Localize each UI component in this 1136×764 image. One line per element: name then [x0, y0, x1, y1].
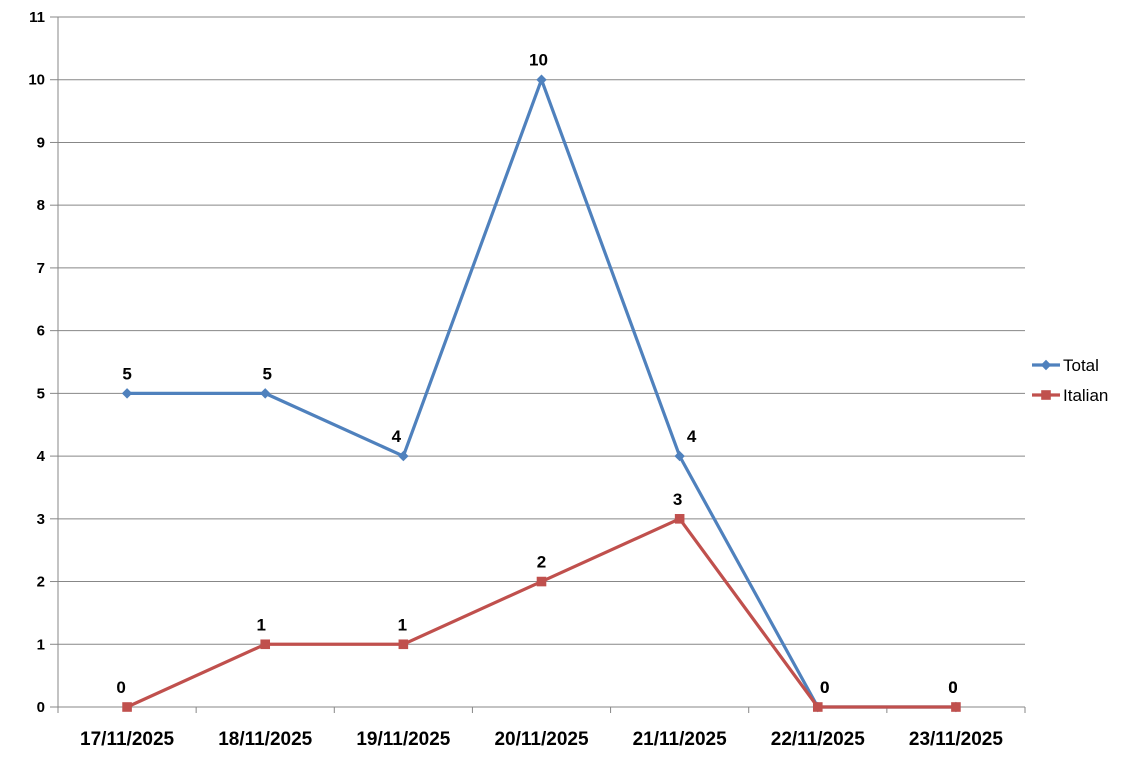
x-axis-label: 23/11/2025 — [909, 729, 1003, 750]
data-labels-italian: 0 1 1 2 3 0 0 — [116, 490, 957, 697]
marker-italian — [536, 576, 547, 587]
data-label: 0 — [948, 678, 957, 697]
marker-italian — [260, 639, 271, 650]
x-axis-label: 17/11/2025 — [80, 729, 174, 750]
y-axis-label: 0 — [37, 699, 45, 716]
y-axis-label: 9 — [37, 134, 45, 151]
y-axis-label: 7 — [37, 260, 45, 277]
y-axis-label: 4 — [37, 448, 46, 465]
data-label: 2 — [537, 553, 546, 572]
data-label: 4 — [687, 427, 697, 446]
axis-ticks — [50, 16, 1026, 713]
x-axis-labels: 17/11/2025 18/11/2025 19/11/2025 20/11/2025… — [80, 729, 1003, 750]
series-italian — [122, 514, 961, 712]
marker-total — [121, 388, 133, 399]
legend-label: Italian — [1063, 386, 1108, 405]
data-label: 0 — [116, 678, 125, 697]
gridlines — [58, 16, 1025, 645]
x-axis-label: 20/11/2025 — [494, 729, 588, 750]
marker-italian — [674, 514, 685, 524]
data-label: 1 — [256, 615, 265, 634]
y-axis-label: 8 — [37, 197, 45, 214]
marker-total — [260, 388, 271, 399]
data-label: 1 — [398, 615, 407, 634]
x-axis-label: 22/11/2025 — [771, 729, 865, 750]
data-labels-total: 5 5 4 10 4 0 0 — [122, 51, 957, 697]
y-axis-label: 5 — [37, 385, 45, 402]
legend-label: Total — [1063, 356, 1099, 375]
legend-item-total: Total — [1032, 356, 1099, 375]
x-axis-label: 18/11/2025 — [218, 729, 312, 750]
y-axis-label: 3 — [37, 511, 45, 528]
marker-italian — [398, 639, 409, 650]
y-axis-label: 6 — [37, 323, 45, 340]
data-label: 3 — [673, 490, 682, 509]
data-label: 10 — [529, 51, 548, 70]
marker-total — [536, 74, 547, 85]
legend-swatch-marker — [1041, 390, 1051, 400]
marker-total — [398, 450, 409, 462]
marker-italian — [122, 702, 132, 712]
data-label: 0 — [820, 678, 829, 697]
marker-total — [674, 450, 685, 462]
y-axis-label: 1 — [37, 636, 45, 653]
data-label: 4 — [392, 427, 402, 446]
data-label: 0 — [948, 678, 957, 697]
y-axis-label: 11 — [29, 9, 45, 26]
data-label: 5 — [262, 364, 271, 383]
x-axis-label: 21/11/2025 — [633, 729, 727, 750]
y-axis-label: 10 — [28, 72, 45, 89]
data-label: 0 — [820, 678, 829, 697]
legend-swatch-marker — [1040, 359, 1052, 371]
x-axis-label: 19/11/2025 — [356, 729, 450, 750]
marker-italian — [812, 702, 823, 712]
marker-italian — [951, 702, 961, 712]
y-axis-labels: 0 1 2 3 4 5 6 7 8 9 10 11 — [28, 9, 45, 716]
data-label: 5 — [122, 364, 131, 383]
y-axis-label: 2 — [37, 574, 45, 591]
legend-item-italian: Italian — [1032, 386, 1108, 405]
